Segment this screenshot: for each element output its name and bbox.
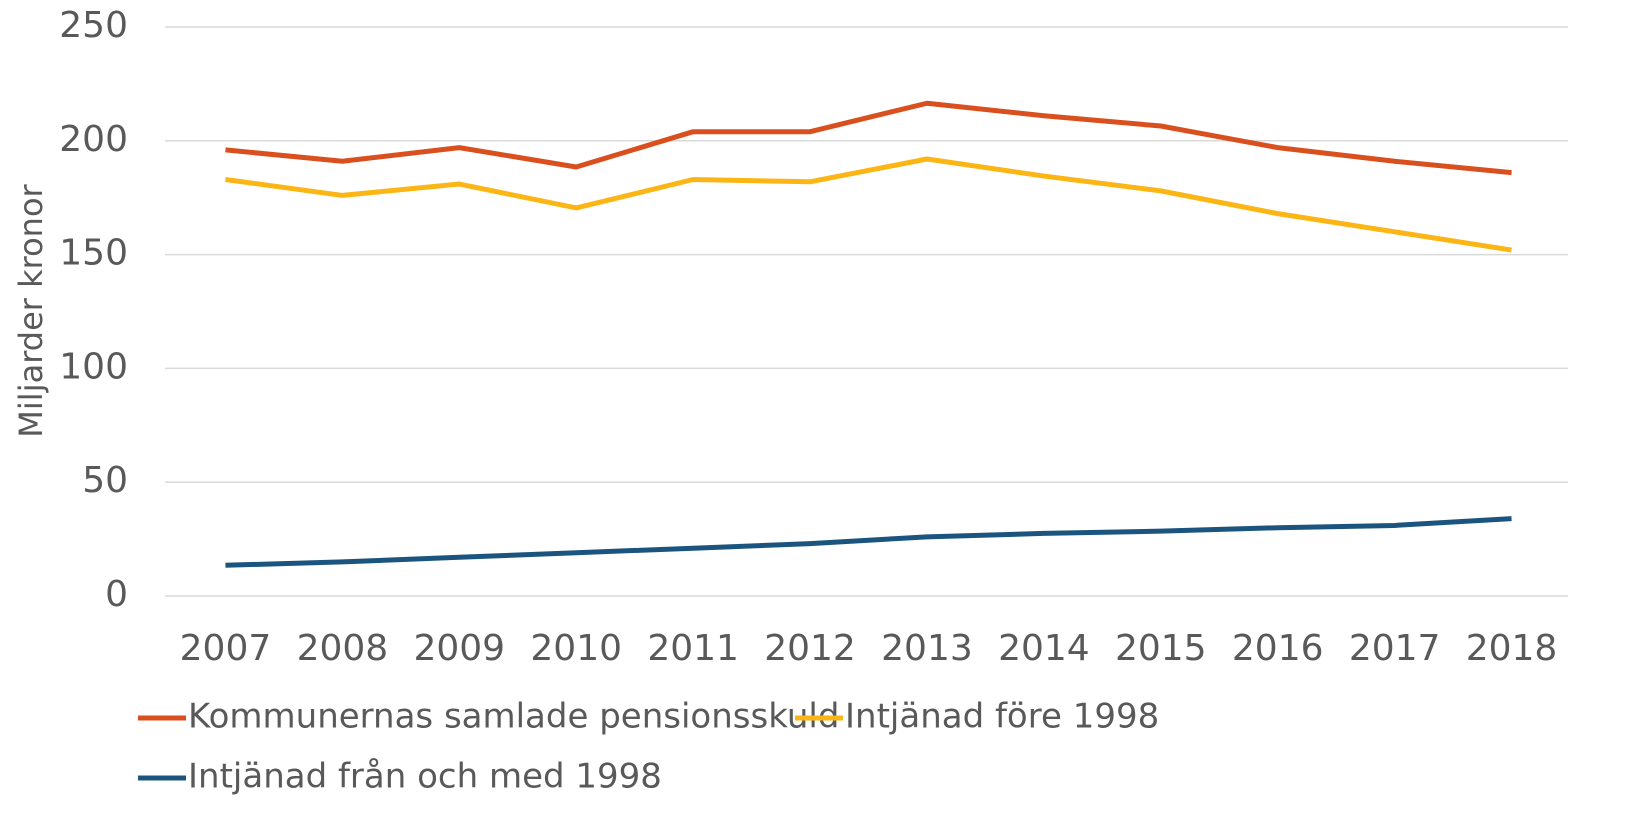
legend-label: Intjänad från och med 1998 (188, 757, 662, 797)
series-line (225, 156, 1512, 253)
y-tick-label: 50 (82, 460, 128, 501)
y-tick-label: 0 (105, 574, 128, 615)
x-tick-label: 2010 (530, 628, 622, 669)
y-axis-title: Miljarder kronor (12, 183, 50, 437)
y-tick-label: 150 (59, 233, 128, 274)
x-tick-label: 2018 (1466, 628, 1558, 669)
legend-label: Kommunernas samlade pensionsskuld (188, 697, 839, 737)
x-tick-label: 2012 (764, 628, 856, 669)
legend-label: Intjänad före 1998 (845, 697, 1159, 737)
x-tick-label: 2016 (1232, 628, 1324, 669)
x-tick-label: 2007 (180, 628, 272, 669)
x-tick-label: 2011 (647, 628, 739, 669)
y-tick-label: 250 (59, 5, 128, 46)
x-tick-label: 2008 (297, 628, 389, 669)
x-tick-label: 2009 (413, 628, 505, 669)
x-tick-label: 2017 (1349, 628, 1441, 669)
x-tick-label: 2013 (881, 628, 973, 669)
y-tick-label: 100 (59, 346, 128, 387)
series-line (225, 516, 1512, 568)
x-tick-label: 2014 (998, 628, 1090, 669)
y-tick-label: 200 (59, 119, 128, 160)
x-tick-label: 2015 (1115, 628, 1207, 669)
series-line (225, 100, 1512, 176)
